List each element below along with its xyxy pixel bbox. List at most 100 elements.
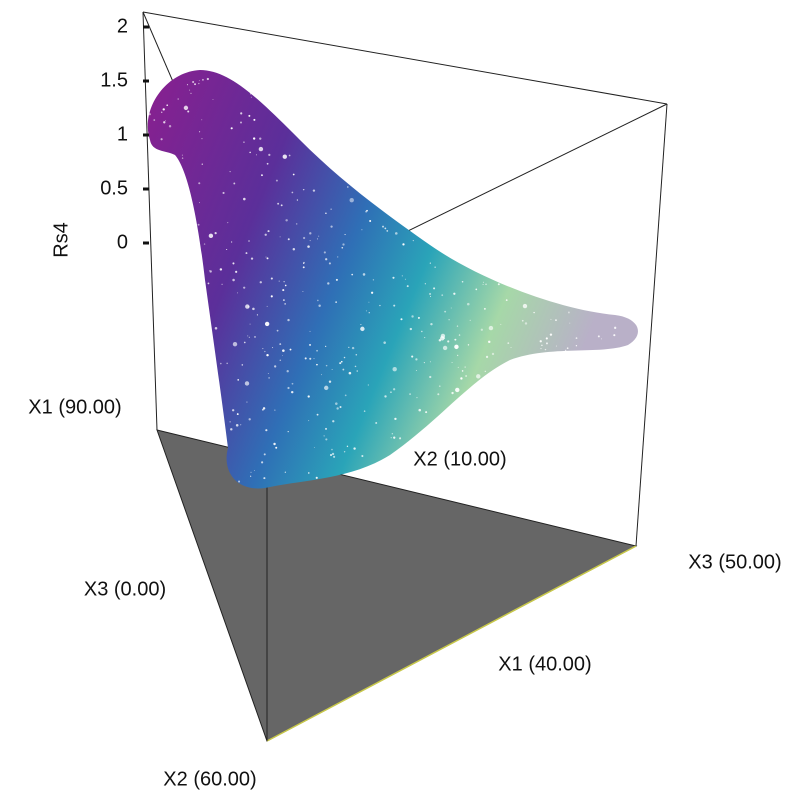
star bbox=[331, 452, 335, 456]
star bbox=[189, 89, 191, 91]
star bbox=[392, 276, 395, 279]
star bbox=[505, 299, 508, 301]
star bbox=[270, 295, 273, 298]
star bbox=[320, 374, 322, 376]
star bbox=[344, 233, 346, 236]
star bbox=[286, 370, 289, 373]
star bbox=[555, 319, 557, 321]
star bbox=[266, 305, 268, 307]
star bbox=[295, 223, 298, 225]
star bbox=[262, 407, 266, 410]
star bbox=[386, 229, 389, 232]
star bbox=[248, 114, 251, 117]
star bbox=[331, 448, 333, 451]
star bbox=[254, 336, 256, 338]
star bbox=[264, 321, 270, 327]
star bbox=[255, 154, 257, 156]
star bbox=[370, 291, 374, 294]
star bbox=[198, 80, 200, 82]
star bbox=[221, 283, 223, 285]
star bbox=[275, 446, 278, 449]
star bbox=[219, 362, 222, 365]
star bbox=[424, 337, 426, 339]
star bbox=[280, 204, 283, 207]
star bbox=[198, 82, 200, 85]
star bbox=[160, 138, 163, 141]
star bbox=[524, 322, 528, 325]
star bbox=[237, 292, 239, 294]
star bbox=[287, 430, 289, 433]
star bbox=[475, 288, 478, 291]
star bbox=[253, 118, 256, 121]
star bbox=[406, 285, 409, 288]
star bbox=[256, 314, 259, 316]
star bbox=[333, 455, 336, 458]
star bbox=[329, 454, 333, 457]
star bbox=[226, 362, 228, 365]
star bbox=[284, 303, 286, 305]
star bbox=[429, 292, 432, 296]
star bbox=[229, 171, 231, 173]
star bbox=[465, 375, 468, 377]
star bbox=[274, 365, 277, 368]
star bbox=[279, 359, 282, 362]
star bbox=[316, 363, 318, 366]
star bbox=[164, 120, 166, 122]
star bbox=[265, 256, 267, 258]
star bbox=[265, 429, 268, 432]
frame-edge bbox=[142, 11, 158, 431]
star bbox=[240, 424, 242, 426]
star bbox=[433, 287, 436, 290]
star bbox=[266, 353, 269, 357]
star bbox=[429, 262, 431, 264]
star bbox=[360, 324, 362, 326]
z-tick-label: 2 bbox=[117, 15, 128, 37]
star bbox=[342, 243, 345, 246]
star bbox=[363, 410, 366, 412]
star bbox=[199, 131, 201, 133]
star bbox=[261, 461, 264, 464]
star bbox=[569, 322, 571, 324]
star bbox=[292, 247, 296, 251]
star bbox=[411, 355, 414, 358]
star bbox=[186, 84, 189, 86]
star bbox=[348, 346, 350, 349]
star bbox=[447, 340, 450, 343]
star bbox=[162, 108, 165, 111]
star bbox=[454, 338, 457, 341]
star bbox=[268, 153, 271, 156]
star bbox=[423, 362, 425, 364]
star bbox=[614, 326, 617, 329]
star bbox=[555, 345, 557, 347]
star bbox=[253, 470, 255, 471]
star bbox=[450, 307, 452, 309]
star bbox=[510, 347, 512, 349]
star bbox=[467, 344, 470, 346]
star bbox=[361, 454, 364, 458]
star bbox=[343, 451, 346, 453]
star bbox=[316, 238, 319, 240]
star bbox=[203, 243, 206, 245]
star bbox=[248, 418, 251, 421]
star bbox=[249, 151, 251, 154]
star bbox=[390, 437, 392, 439]
star bbox=[268, 377, 270, 379]
star bbox=[291, 382, 294, 385]
star bbox=[332, 420, 335, 423]
star bbox=[208, 233, 214, 239]
star bbox=[411, 315, 414, 318]
star bbox=[430, 295, 432, 297]
star bbox=[264, 233, 267, 236]
star bbox=[488, 325, 494, 331]
star bbox=[250, 471, 252, 473]
star bbox=[522, 303, 528, 309]
star bbox=[214, 326, 218, 330]
star bbox=[316, 413, 319, 416]
surface-shape bbox=[147, 70, 638, 489]
star bbox=[209, 270, 212, 273]
star bbox=[372, 279, 375, 281]
star bbox=[177, 98, 179, 100]
star bbox=[231, 241, 233, 243]
star bbox=[342, 368, 345, 371]
star bbox=[267, 230, 270, 233]
